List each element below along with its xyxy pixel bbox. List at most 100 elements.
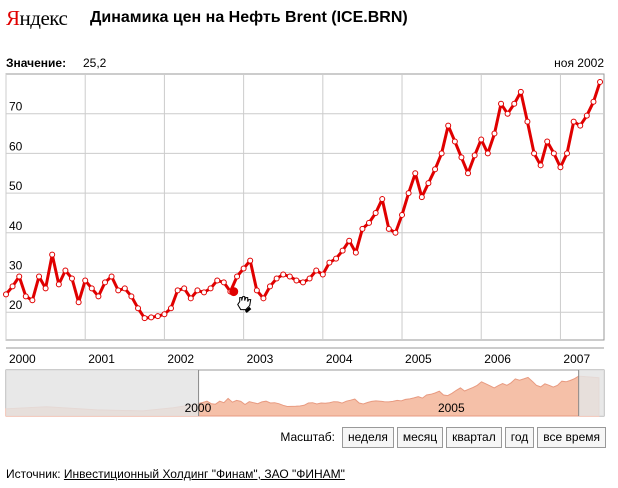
- data-point: [260, 295, 267, 302]
- data-point: [207, 285, 214, 292]
- data-point: [161, 311, 168, 318]
- data-point: [399, 211, 406, 218]
- data-point: [491, 130, 498, 137]
- x-tick-label: 2003: [247, 352, 274, 366]
- value-date: ноя 2002: [554, 56, 604, 70]
- data-point: [597, 78, 604, 85]
- data-point: [570, 118, 577, 125]
- overview-navigator[interactable]: 2000 2005: [0, 368, 618, 420]
- data-point: [544, 138, 551, 145]
- data-point: [445, 122, 452, 129]
- data-point: [286, 273, 293, 280]
- source-label: Источник:: [6, 467, 61, 481]
- scale-label: Масштаб:: [280, 430, 335, 444]
- data-point: [359, 225, 366, 232]
- y-tick-label: 20: [9, 298, 23, 312]
- data-point: [240, 265, 247, 272]
- x-tick-label: 2001: [88, 352, 115, 366]
- logo-first-letter: Я: [6, 6, 20, 30]
- data-point: [95, 293, 102, 300]
- data-point: [280, 271, 287, 278]
- data-point: [451, 138, 458, 145]
- data-point: [365, 219, 372, 226]
- data-point: [405, 190, 412, 197]
- data-point: [346, 237, 353, 244]
- data-point: [306, 275, 313, 282]
- data-point: [418, 194, 425, 201]
- overview-mask-right: [578, 370, 604, 416]
- data-point: [154, 313, 161, 320]
- data-point: [36, 273, 43, 280]
- scale-week-button[interactable]: неделя: [342, 426, 394, 448]
- source-link[interactable]: Инвестиционный Холдинг "Финам", ЗАО "ФИН…: [63, 467, 345, 481]
- data-point: [135, 305, 142, 312]
- value-label: Значение:: [6, 56, 67, 70]
- data-point: [68, 275, 75, 282]
- data-point: [478, 136, 485, 143]
- data-point: [9, 283, 16, 290]
- data-point: [273, 275, 280, 282]
- x-tick-label: 2006: [484, 352, 511, 366]
- data-point: [220, 279, 227, 286]
- data-point: [181, 285, 188, 292]
- data-point: [484, 150, 491, 157]
- data-point: [412, 170, 419, 177]
- hand-shape: [237, 296, 252, 311]
- data-point: [187, 295, 194, 302]
- data-point: [247, 257, 254, 264]
- data-point: [511, 100, 518, 107]
- data-point: [392, 229, 399, 236]
- data-point: [253, 287, 260, 294]
- data-point: [319, 271, 326, 278]
- data-point: [214, 277, 221, 284]
- yandex-logo[interactable]: Яндекс: [6, 6, 68, 31]
- data-point: [16, 273, 23, 280]
- data-point: [115, 287, 122, 294]
- data-point: [148, 314, 155, 321]
- y-tick-label: 50: [9, 179, 23, 193]
- y-tick-label: 60: [9, 139, 23, 153]
- data-point: [313, 267, 320, 274]
- data-point: [550, 150, 557, 157]
- value-number: 25,2: [83, 56, 107, 70]
- data-point: [504, 110, 511, 117]
- data-point: [577, 122, 584, 129]
- data-point: [379, 196, 386, 203]
- data-point: [352, 249, 359, 256]
- plot-area: [5, 73, 605, 341]
- x-tick-label: 2005: [405, 352, 432, 366]
- data-point: [102, 279, 109, 286]
- data-point: [3, 291, 9, 298]
- data-point: [564, 150, 571, 157]
- overview-area: [5, 375, 600, 417]
- data-point: [333, 255, 340, 262]
- data-point: [201, 289, 208, 296]
- data-point: [524, 118, 531, 125]
- highlighted-point: [229, 287, 239, 297]
- x-tick-label: 2000: [9, 352, 36, 366]
- price-chart[interactable]: 20 30 40 50 60 70 2000 2001 2002 2003 2004 2005 2006…: [0, 70, 618, 368]
- data-point: [128, 293, 135, 300]
- hand-cuff: [244, 306, 252, 314]
- scale-month-button[interactable]: месяц: [396, 426, 444, 448]
- data-point: [425, 180, 432, 187]
- data-point: [293, 277, 300, 284]
- scale-all-time-button[interactable]: все время: [537, 426, 606, 448]
- scale-year-button[interactable]: год: [504, 426, 535, 448]
- data-point: [194, 287, 201, 294]
- hand-cursor-icon: [237, 296, 252, 314]
- data-point: [537, 162, 544, 169]
- y-tick-label: 30: [9, 259, 23, 273]
- overview-year-label: 2005: [438, 401, 465, 415]
- data-point: [557, 164, 564, 171]
- data-point: [458, 154, 465, 161]
- overview-mask-left: [6, 370, 199, 416]
- data-point: [432, 166, 439, 173]
- data-point: [75, 299, 82, 306]
- data-point: [339, 247, 346, 254]
- scale-quarter-button[interactable]: квартал: [446, 426, 502, 448]
- overview-year-label: 2000: [185, 401, 212, 415]
- data-point: [471, 152, 478, 159]
- data-point: [42, 285, 49, 292]
- source-line: Источник: Инвестиционный Холдинг "Финам"…: [6, 467, 345, 481]
